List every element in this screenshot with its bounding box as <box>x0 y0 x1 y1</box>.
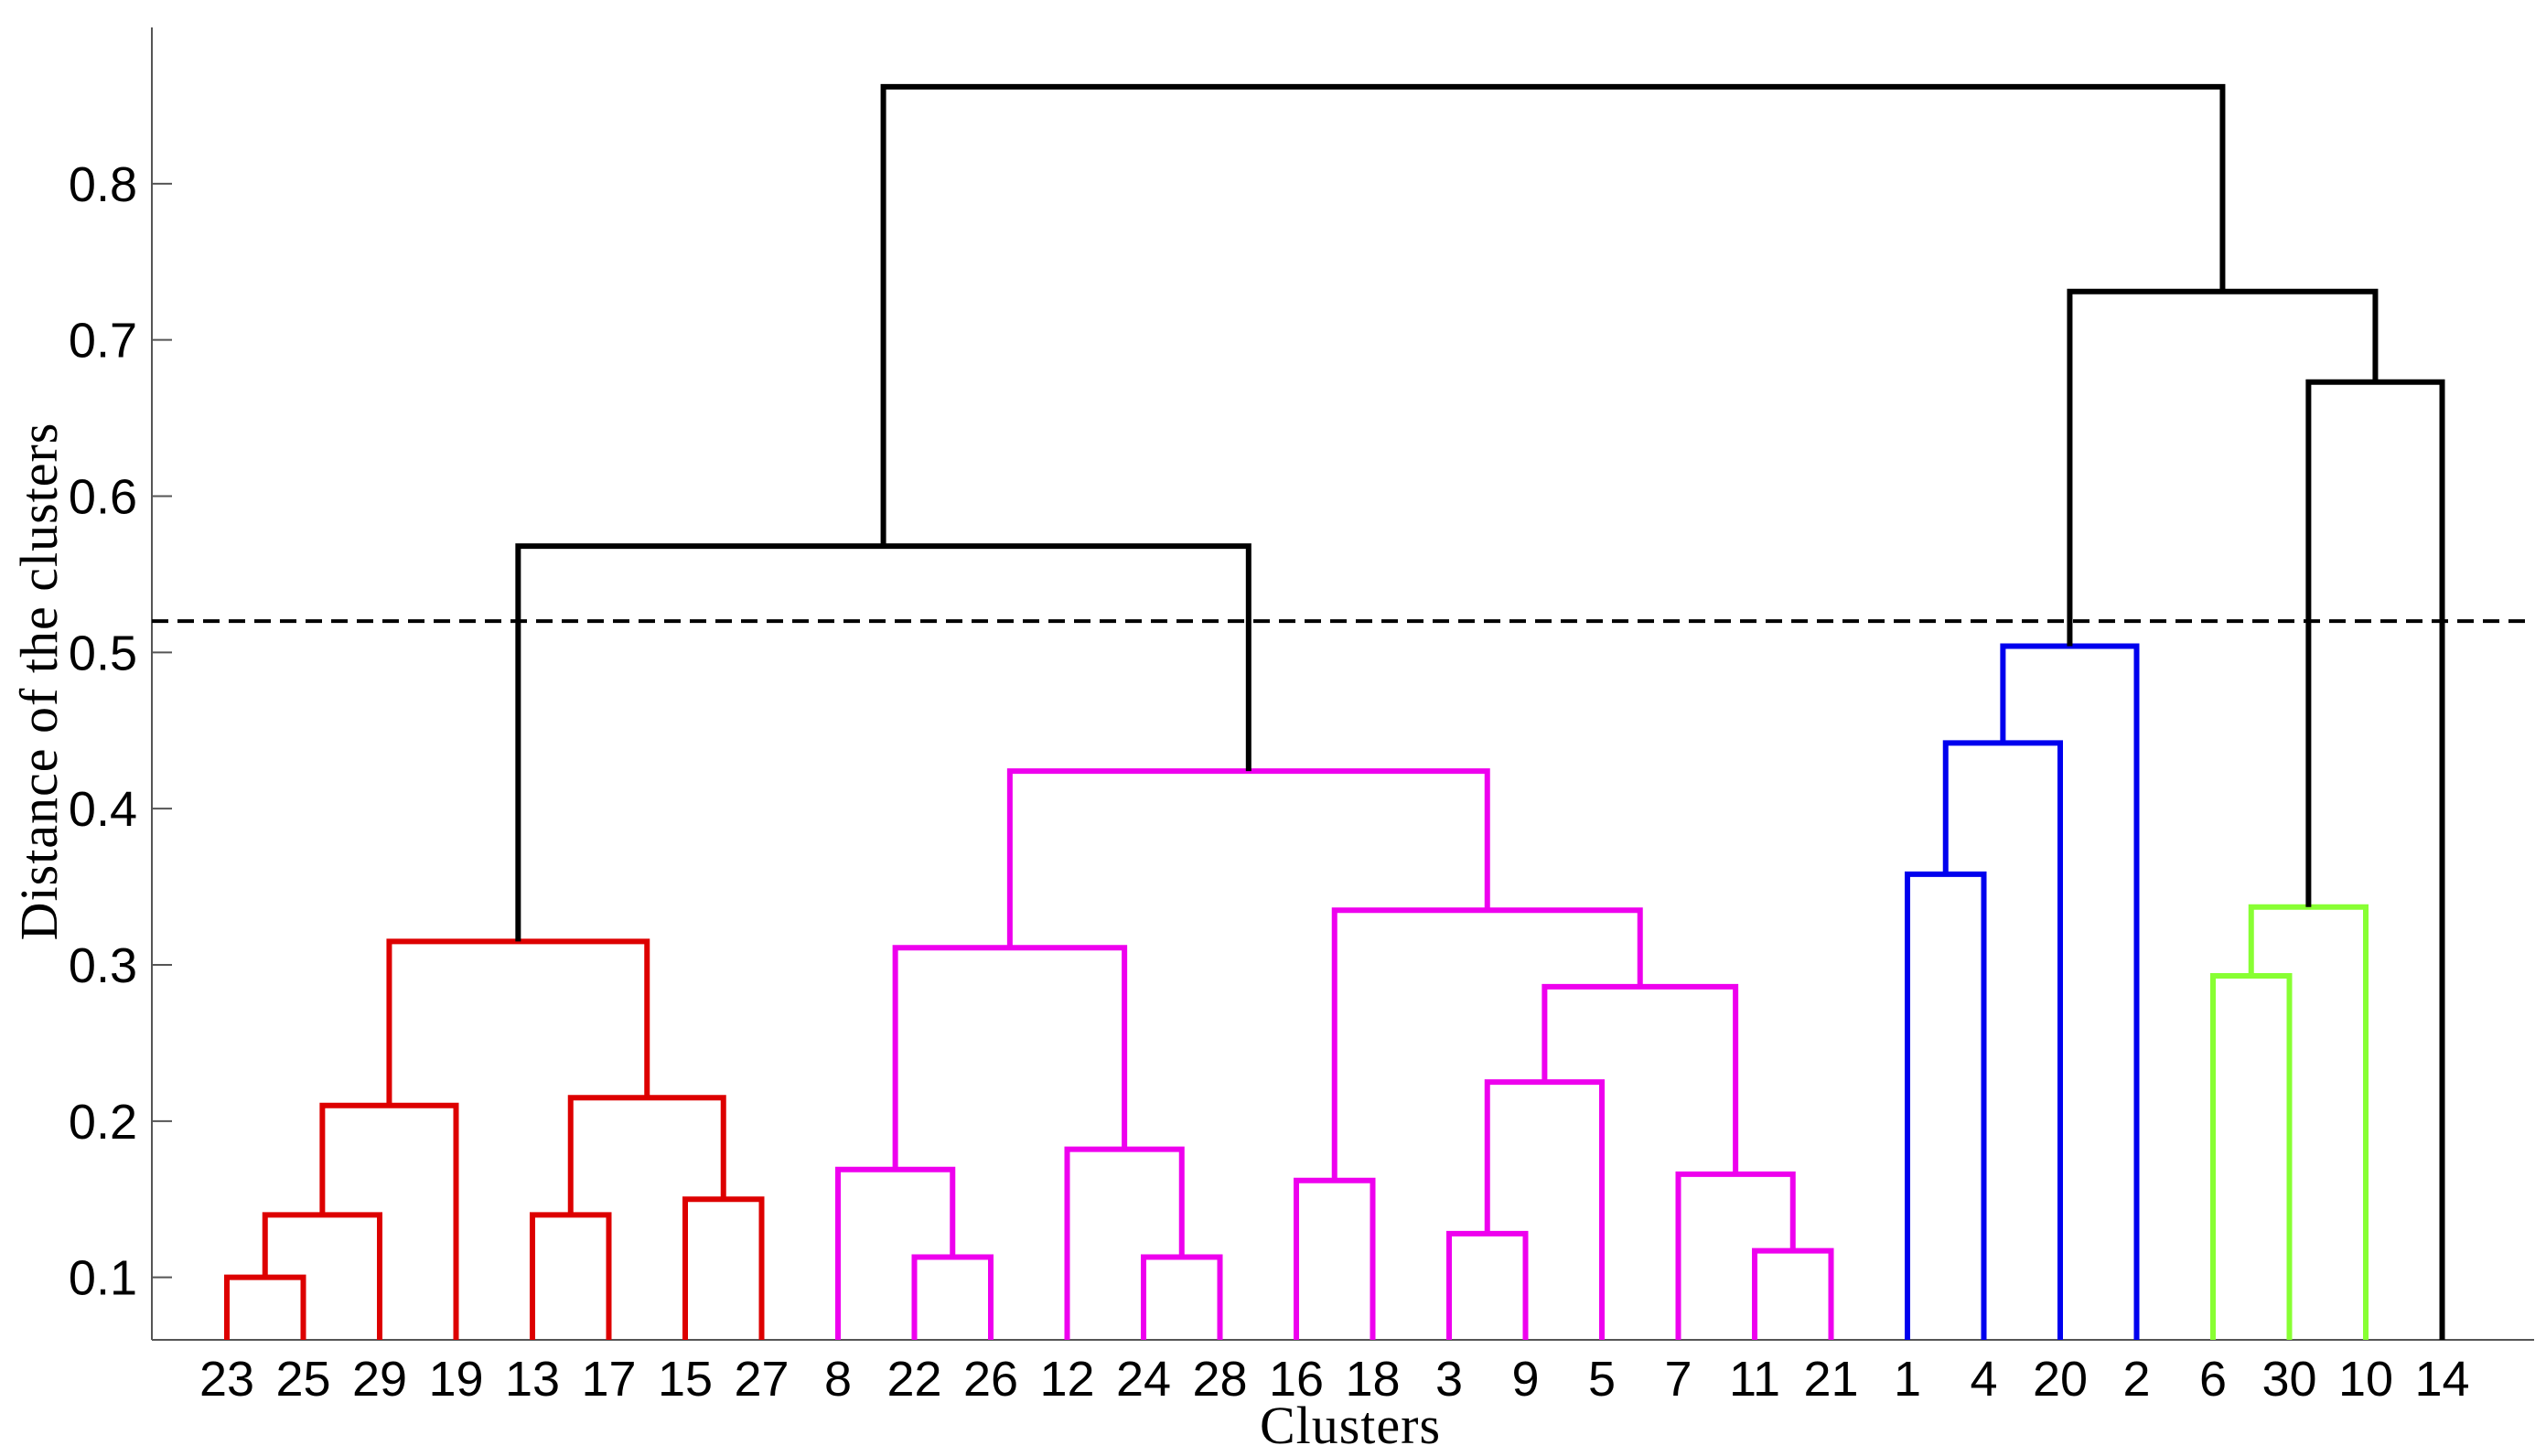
dendrogram-links <box>224 83 2445 1340</box>
dendrogram-link <box>224 1274 306 1340</box>
dendrogram-link <box>1675 1171 1796 1340</box>
y-tick-label: 0.4 <box>69 782 137 837</box>
x-tick-label: 26 <box>963 1352 1018 1407</box>
dendrogram-link <box>1446 1230 1529 1340</box>
axes <box>151 27 2534 1341</box>
x-tick-label: 2 <box>2122 1352 2150 1407</box>
dendrogram-link <box>2067 288 2379 647</box>
dendrogram-link <box>2000 643 2140 1340</box>
x-tick-label: 29 <box>352 1352 407 1407</box>
x-tick-label: 5 <box>1588 1352 1616 1407</box>
x-tick-label: 17 <box>581 1352 636 1407</box>
y-tick-label: 0.5 <box>69 626 137 680</box>
dendrogram-link <box>2248 904 2369 1340</box>
dendrogram-link <box>1752 1247 1834 1340</box>
x-tick-label: 24 <box>1116 1352 1171 1407</box>
dendrogram-link <box>1141 1254 1223 1340</box>
dendrogram-link <box>515 543 1252 942</box>
x-tick-label: 1 <box>1894 1352 1921 1407</box>
x-tick-label: 9 <box>1511 1352 1539 1407</box>
x-tick-label: 18 <box>1345 1352 1400 1407</box>
x-axis-label: Clusters <box>1260 1396 1441 1455</box>
dendrogram-link <box>1942 740 2063 1340</box>
x-tick-label: 4 <box>1970 1352 1997 1407</box>
x-tick-label: 22 <box>886 1352 941 1407</box>
x-tick-label: 23 <box>199 1352 254 1407</box>
x-tick-label: 11 <box>1729 1352 1780 1407</box>
x-tick-label: 12 <box>1039 1352 1094 1407</box>
y-tick-label: 0.3 <box>69 938 137 993</box>
dendrogram-link <box>1064 1146 1185 1340</box>
x-tick-label: 20 <box>2033 1352 2088 1407</box>
x-tick-label: 25 <box>275 1352 330 1407</box>
x-tick-label: 8 <box>824 1352 852 1407</box>
dendrogram-link <box>1294 1177 1376 1340</box>
dendrogram-link <box>1006 768 1490 948</box>
dendrogram-link <box>319 1102 459 1340</box>
x-tick-label: 19 <box>428 1352 483 1407</box>
dendrogram-link <box>682 1196 765 1340</box>
y-tick-label: 0.2 <box>69 1095 137 1150</box>
x-tick-label: 21 <box>1803 1352 1858 1407</box>
dendrogram-link <box>1905 871 1987 1340</box>
dendrogram-link <box>2210 972 2293 1340</box>
dendrogram-link <box>892 945 1128 1170</box>
y-tick-label: 0.7 <box>69 314 137 369</box>
x-tick-label: 10 <box>2338 1352 2393 1407</box>
dendrogram-link <box>2305 379 2445 1340</box>
x-tick-label: 14 <box>2414 1352 2469 1407</box>
x-tick-label: 16 <box>1269 1352 1324 1407</box>
tick-labels: 0.10.20.30.40.50.60.70.823 25 29 19 13 17 15 27… <box>69 157 2470 1407</box>
dendrogram-link <box>1484 1079 1605 1340</box>
x-tick-label: 3 <box>1435 1352 1463 1407</box>
dendrogram-link <box>911 1254 994 1340</box>
x-tick-label: 13 <box>505 1352 560 1407</box>
x-tick-label: 7 <box>1664 1352 1692 1407</box>
dendrogram-link <box>386 938 650 1106</box>
x-tick-label: 30 <box>2261 1352 2316 1407</box>
dendrogram-link <box>567 1095 726 1215</box>
dendrogram-link <box>530 1212 612 1340</box>
dendrogram-link <box>880 83 2226 547</box>
y-tick-label: 0.6 <box>69 470 137 525</box>
y-tick-label: 0.8 <box>69 157 137 212</box>
x-tick-label: 6 <box>2199 1352 2227 1407</box>
dendrogram-link <box>1542 983 1739 1174</box>
x-tick-label: 27 <box>734 1352 789 1407</box>
y-tick-label: 0.1 <box>69 1251 137 1306</box>
x-tick-label: 15 <box>658 1352 713 1407</box>
y-axis-label: Distance of the clusters <box>9 423 69 941</box>
x-tick-label: 28 <box>1192 1352 1247 1407</box>
